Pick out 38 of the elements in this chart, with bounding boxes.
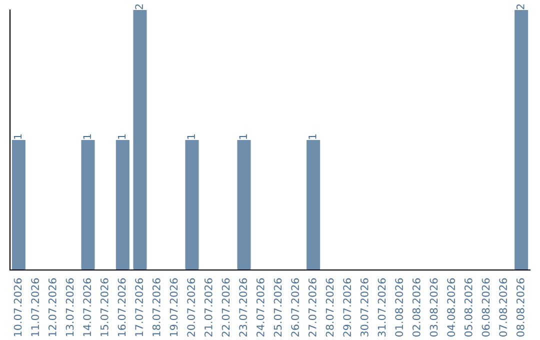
data-label: 1 <box>14 134 22 139</box>
x-tick-label: 02.08.2026 <box>412 278 420 337</box>
x-tick-label: 13.07.2026 <box>66 278 74 336</box>
x-tick-label: 08.08.2026 <box>516 278 524 337</box>
x-tick-label: 11.07.2026 <box>31 278 40 336</box>
x-tick-label: 23.07.2026 <box>239 278 248 337</box>
x-tick-label: 16.07.2026 <box>118 278 126 336</box>
x-tick-label: 29.07.2026 <box>343 278 352 337</box>
x-tick-label: 21.07.2026 <box>204 278 212 337</box>
x-tick-label: 06.08.2026 <box>482 278 490 337</box>
x-tick-label: 03.08.2026 <box>430 278 438 337</box>
x-tick-label: 14.07.2026 <box>83 278 92 336</box>
x-tick-label: 17.07.2026 <box>135 278 144 336</box>
data-label: 1 <box>239 134 247 139</box>
x-tick-label: 20.07.2026 <box>187 278 196 337</box>
x-tick-label: 18.07.2026 <box>152 278 160 336</box>
x-tick-label: 25.07.2026 <box>274 278 282 337</box>
x-tick-label: 30.07.2026 <box>360 278 368 336</box>
x-tick-label: 12.07.2026 <box>48 278 56 336</box>
x-tick-label: 28.07.2026 <box>326 278 334 337</box>
x-tick-label: 01.08.2026 <box>395 278 404 337</box>
data-label: 1 <box>83 134 91 139</box>
data-label: 1 <box>118 134 126 139</box>
x-tick-label: 31.07.2026 <box>378 278 386 336</box>
x-tick-label: 10.07.2026 <box>14 278 22 336</box>
x-tick-label: 26.07.2026 <box>291 278 300 337</box>
data-label: 2 <box>516 4 524 10</box>
x-tick-label: 07.08.2026 <box>499 278 508 337</box>
x-tick-label: 15.07.2026 <box>100 278 108 336</box>
x-tick-label: 19.07.2026 <box>170 278 178 336</box>
x-tick-label: 24.07.2026 <box>256 278 264 337</box>
data-label: 1 <box>308 134 316 139</box>
data-label: 1 <box>187 134 195 139</box>
x-tick-label: 05.08.2026 <box>464 278 472 337</box>
x-tick-label: 27.07.2026 <box>308 278 316 337</box>
x-tick-label: 22.07.2026 <box>222 278 230 337</box>
x-tick-label: 04.08.2026 <box>447 278 456 337</box>
data-label: 2 <box>135 4 143 10</box>
